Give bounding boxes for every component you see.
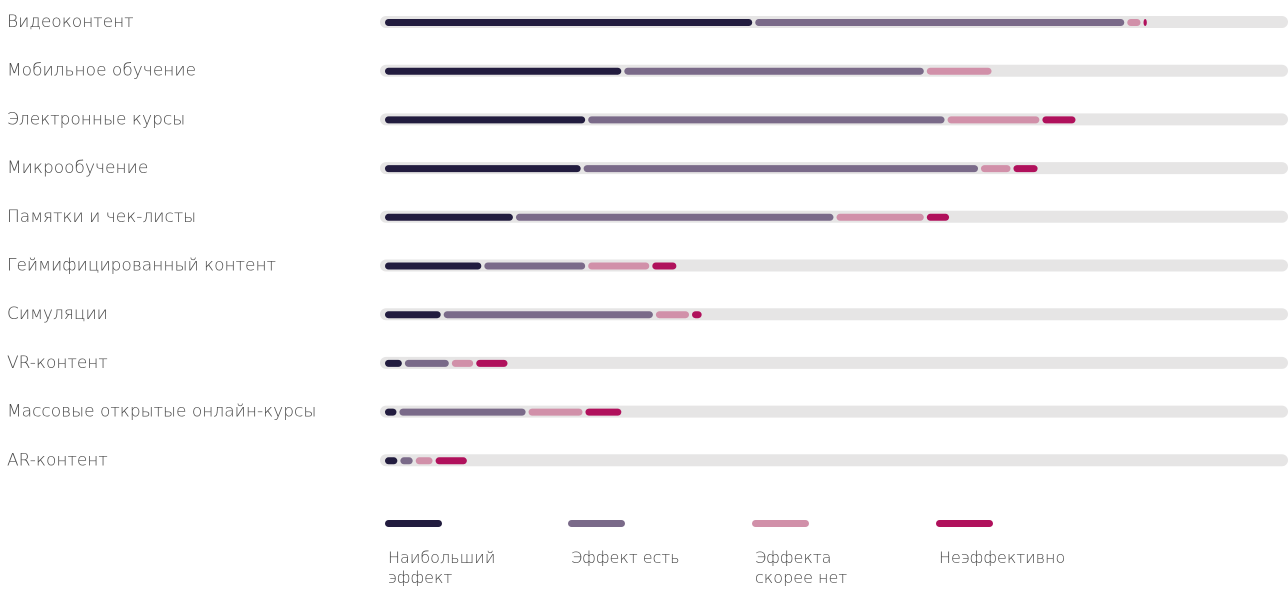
track [380,454,1288,467]
legend-label: Эффект есть [571,548,680,567]
legend-swatch [936,520,993,527]
category-label: Геймифицированный контент [7,256,276,276]
bar-segment [435,457,467,465]
bar-segment [399,408,526,416]
category-label: Симуляции [7,304,108,324]
bar-segment [385,19,753,26]
bar-segment [1127,19,1141,26]
bar-segment [926,213,950,221]
category-label: Мобильное обучение [7,61,196,81]
bar-segment [528,408,583,416]
bar-segment [655,311,690,319]
legend-swatch [385,520,442,527]
bar-segment [385,408,397,416]
bar-segment [385,311,441,319]
bar-segment [692,311,702,319]
bar-segment [947,116,1040,124]
bar-segment [385,165,581,173]
legend-swatch [752,520,809,527]
bar-segment [583,165,978,173]
category-label: Микрообучение [7,158,148,178]
bar-segment [385,262,482,270]
bar-segment [385,359,402,367]
category-label: Массовые открытые онлайн-курсы [7,402,316,422]
category-label: AR-контент [7,450,108,470]
category-label: VR-контент [7,353,108,373]
category-label: Видеоконтент [7,12,134,32]
bar-segment [385,67,622,75]
bar-segment [624,67,924,75]
bar-segment [755,19,1125,26]
bar-segment [588,116,945,124]
bar-segment [1042,116,1076,124]
category-label: Памятки и чек-листы [7,207,196,227]
legend-swatch [568,520,625,527]
bar-segment [1143,19,1147,26]
bar-segment [451,359,474,367]
bar-segment [588,262,650,270]
legend-label: Эффекта скорее нет [755,548,848,587]
category-label: Электронные курсы [7,109,185,129]
bar-segment [415,457,433,465]
bar-segment [443,311,653,319]
bar-segment [926,67,992,75]
legend-label: Наибольший эффект [388,548,496,587]
bar-segment [1013,165,1038,173]
bar-segment [476,359,508,367]
track [380,356,1288,369]
bar-segment [515,213,834,221]
bar-segment [385,213,513,221]
bar-segment [404,359,449,367]
bar-segment [980,165,1011,173]
bar-segment [585,408,622,416]
bar-segment [484,262,586,270]
bar-segment [385,116,586,124]
bar-segment [652,262,677,270]
bar-segment [385,457,398,465]
bar-segment [400,457,413,465]
legend-label: Неэффективно [939,548,1066,567]
bar-segment [836,213,924,221]
